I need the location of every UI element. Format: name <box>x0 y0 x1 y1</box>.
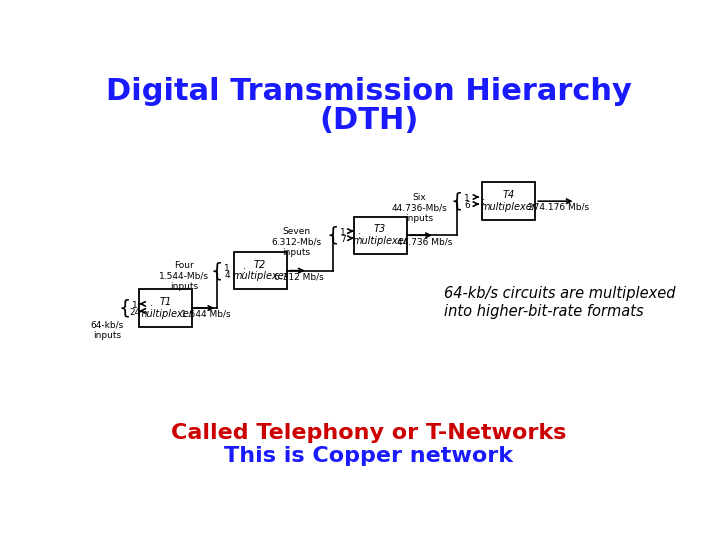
Text: 64-kb/s
inputs: 64-kb/s inputs <box>90 320 123 340</box>
Text: 6: 6 <box>464 201 470 210</box>
Text: 7: 7 <box>340 235 346 244</box>
Text: 274.176 Mb/s: 274.176 Mb/s <box>528 203 589 212</box>
Text: This is Copper network: This is Copper network <box>225 447 513 467</box>
Text: T2
multiplexer: T2 multiplexer <box>233 260 288 281</box>
Text: T4
multiplexer: T4 multiplexer <box>481 191 536 212</box>
Text: 1: 1 <box>132 301 138 309</box>
Text: :: : <box>243 266 246 275</box>
Text: Called Telephony or T-Networks: Called Telephony or T-Networks <box>171 423 567 443</box>
Text: 64-kb/s circuits are multiplexed
into higher-bit-rate formats: 64-kb/s circuits are multiplexed into hi… <box>444 286 676 319</box>
Text: :: : <box>358 230 361 240</box>
FancyBboxPatch shape <box>354 217 407 254</box>
Text: {: { <box>211 261 223 280</box>
Text: 44.736 Mb/s: 44.736 Mb/s <box>397 237 452 246</box>
Text: 6.312 Mb/s: 6.312 Mb/s <box>274 272 324 281</box>
Text: T3
multiplexer: T3 multiplexer <box>352 225 408 246</box>
Text: Seven
6.312-Mb/s
inputs: Seven 6.312-Mb/s inputs <box>271 227 322 257</box>
Text: 1.544 Mb/s: 1.544 Mb/s <box>181 310 230 319</box>
Text: (DTH): (DTH) <box>319 106 419 136</box>
Text: :: : <box>150 302 153 313</box>
Text: 1: 1 <box>340 228 346 237</box>
Text: 1: 1 <box>225 264 230 273</box>
Text: Digital Transmission Hierarchy: Digital Transmission Hierarchy <box>106 77 632 106</box>
Text: {: { <box>327 226 339 245</box>
Text: Four
1.544-Mb/s
inputs: Four 1.544-Mb/s inputs <box>158 261 209 291</box>
Text: T1
multiplexer: T1 multiplexer <box>138 297 193 319</box>
FancyBboxPatch shape <box>482 183 535 220</box>
Text: Six
44.736-Mb/s
inputs: Six 44.736-Mb/s inputs <box>392 193 447 222</box>
Text: 1: 1 <box>464 194 470 203</box>
FancyBboxPatch shape <box>234 252 287 289</box>
Text: 24: 24 <box>130 308 141 316</box>
Text: :: : <box>482 195 485 206</box>
Text: {: { <box>451 192 464 211</box>
Text: {: { <box>119 299 131 318</box>
FancyBboxPatch shape <box>139 289 192 327</box>
Text: 4: 4 <box>225 271 230 280</box>
